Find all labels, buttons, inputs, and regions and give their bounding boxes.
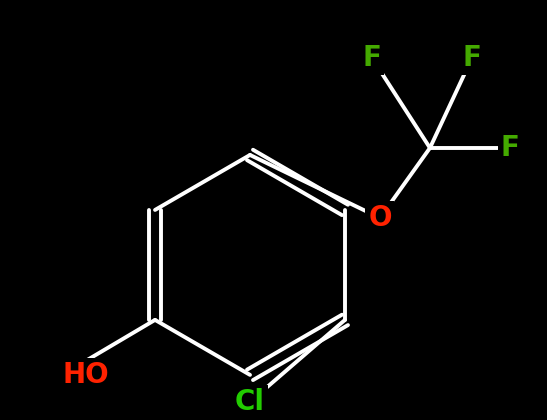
Text: HO: HO (62, 361, 109, 389)
Text: F: F (363, 44, 381, 72)
Text: O: O (368, 204, 392, 232)
Text: F: F (501, 134, 519, 162)
Text: F: F (463, 44, 481, 72)
Text: Cl: Cl (235, 388, 265, 416)
